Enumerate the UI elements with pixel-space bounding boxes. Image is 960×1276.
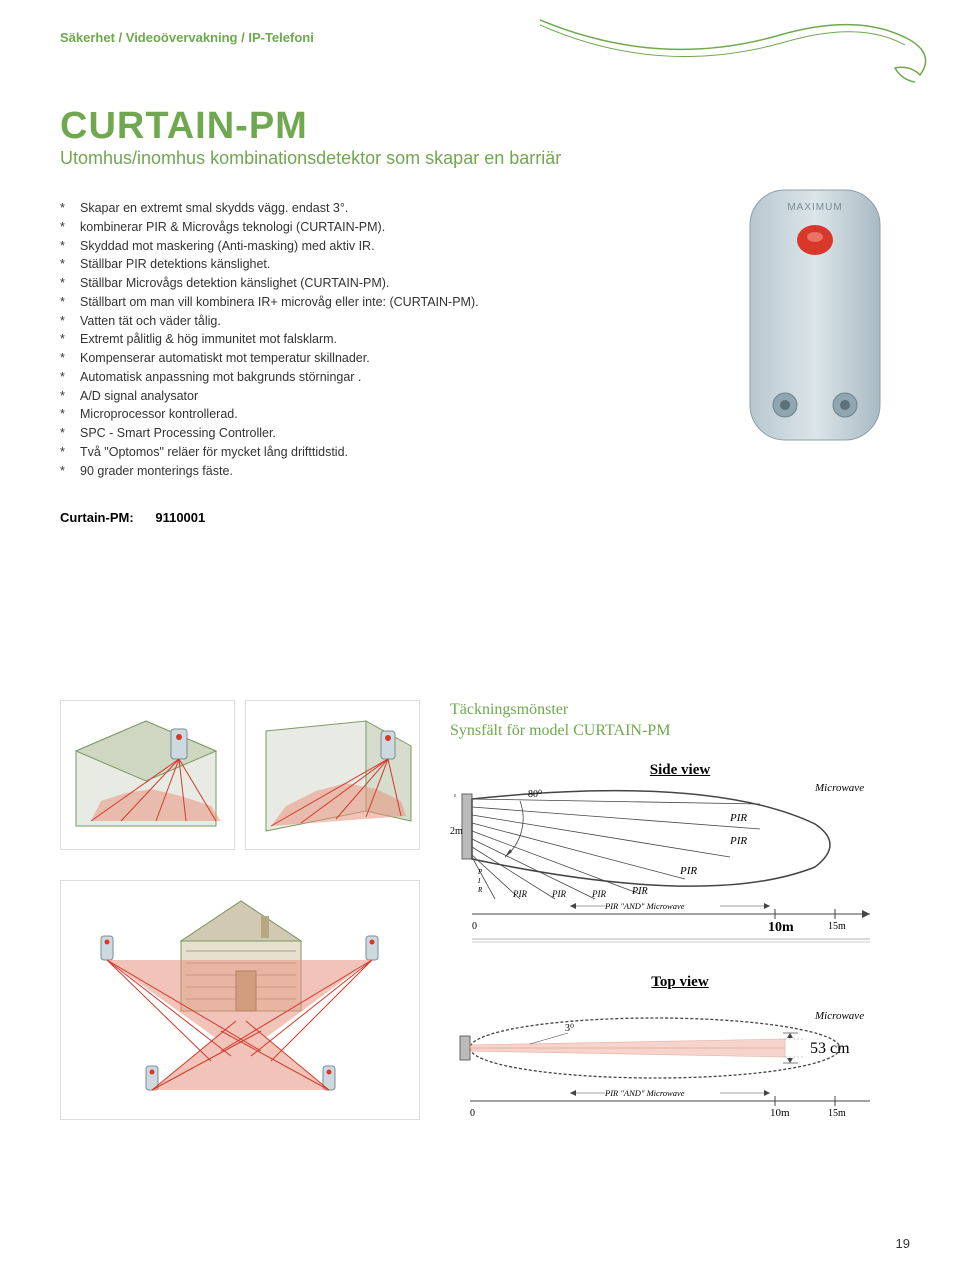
product-subtitle: Utomhus/inomhus kombinationsdetektor som… <box>60 148 910 169</box>
side-view-svg: 2m <box>450 779 890 969</box>
feature-text: SPC - Smart Processing Controller. <box>80 424 276 443</box>
example-wall <box>245 700 420 850</box>
header-swoosh <box>540 0 960 130</box>
coverage-title-2: Synsfält för model CURTAIN-PM <box>450 722 670 739</box>
feature-item: *Kompenserar automatiskt mot temperatur … <box>60 349 660 368</box>
feature-item: *Vatten tät och väder tålig. <box>60 312 660 331</box>
side-view-diagram: Side view 2m <box>450 762 910 974</box>
side-view-label: Side view <box>450 762 910 779</box>
side-pir-5: PIR <box>591 889 606 899</box>
top-dist-0: 0 <box>470 1108 475 1119</box>
side-pir-2: PIR <box>729 835 747 847</box>
side-r: R <box>477 886 483 894</box>
feature-text: Ställbar Microvågs detektion känslighet … <box>80 274 389 293</box>
side-i: I <box>477 877 481 885</box>
coverage-title-1: Täckningsmönster <box>450 701 568 718</box>
feature-text: Automatisk anpassning mot bakgrunds stör… <box>80 368 361 387</box>
example-images-column <box>60 700 420 1125</box>
coverage-title: Täckningsmönster Synsfält för model CURT… <box>450 700 910 742</box>
coverage-diagrams: Täckningsmönster Synsfält för model CURT… <box>450 700 910 1146</box>
feature-text: Vatten tät och väder tålig. <box>80 312 221 331</box>
feature-item: *Två "Optomos" reläer för mycket lång dr… <box>60 443 660 462</box>
product-image: MAXIMUM <box>740 185 890 445</box>
feature-text: Skapar en extremt smal skydds vägg. enda… <box>80 199 348 218</box>
side-dist-15: 15m <box>828 921 846 932</box>
lower-section: Täckningsmönster Synsfält för model CURT… <box>60 700 910 1146</box>
side-microwave: Microwave <box>814 782 864 794</box>
feature-item: *Skyddad mot maskering (Anti-masking) me… <box>60 237 660 256</box>
side-pir-7: PIR <box>512 889 527 899</box>
side-pir-1: PIR <box>729 812 747 824</box>
feature-item: *SPC - Smart Processing Controller. <box>60 424 660 443</box>
feature-text: Microprocessor kontrollerad. <box>80 405 238 424</box>
side-p: P <box>477 868 483 876</box>
side-dist-10: 10m <box>768 920 794 935</box>
side-pir-4: PIR <box>631 886 648 897</box>
top-view-svg: 3⁰ Microwave 53 cm PIR "AND" Microwave <box>450 991 890 1141</box>
top-angle: 3⁰ <box>565 1023 574 1034</box>
example-garage <box>60 700 235 850</box>
feature-item: *Microprocessor kontrollerad. <box>60 405 660 424</box>
feature-text: Två "Optomos" reläer för mycket lång dri… <box>80 443 348 462</box>
page-root: Säkerhet / Videoövervakning / IP-Telefon… <box>0 0 960 1276</box>
svg-text:MAXIMUM: MAXIMUM <box>787 202 842 213</box>
side-dist-0: 0 <box>472 921 477 932</box>
feature-item: *A/D signal analysator <box>60 387 660 406</box>
top-view-label: Top view <box>450 974 910 991</box>
feature-text: Skyddad mot maskering (Anti-masking) med… <box>80 237 375 256</box>
side-height: 2m <box>450 826 463 837</box>
feature-text: 90 grader monterings fäste. <box>80 462 233 481</box>
side-pir-6: PIR <box>551 889 566 899</box>
feature-text: A/D signal analysator <box>80 387 198 406</box>
top-pir-and: PIR "AND" Microwave <box>604 1088 685 1098</box>
feature-item: *Extremt pålitlig & hög immunitet mot fa… <box>60 330 660 349</box>
side-angle: 80⁰ <box>528 789 542 800</box>
feature-list: *Skapar en extremt smal skydds vägg. end… <box>60 199 660 480</box>
side-pir-3: PIR <box>679 865 697 877</box>
part-number: 9110001 <box>155 510 205 525</box>
feature-item: *Automatisk anpassning mot bakgrunds stö… <box>60 368 660 387</box>
feature-item: *90 grader monterings fäste. <box>60 462 660 481</box>
feature-item: *kombinerar PIR & Microvågs teknologi (C… <box>60 218 660 237</box>
top-width: 53 cm <box>810 1040 850 1057</box>
page-number: 19 <box>896 1236 910 1251</box>
part-label: Curtain-PM: <box>60 510 134 525</box>
top-view-diagram: Top view 3⁰ Microwave <box>450 974 910 1146</box>
top-microwave: Microwave <box>814 1010 864 1022</box>
feature-item: *Ställbar Microvågs detektion känslighet… <box>60 274 660 293</box>
top-dist-10: 10m <box>770 1107 790 1119</box>
feature-text: Extremt pålitlig & hög immunitet mot fal… <box>80 330 337 349</box>
feature-item: *Ställbart om man vill kombinera IR+ mic… <box>60 293 660 312</box>
part-number-line: Curtain-PM: 9110001 <box>60 510 910 525</box>
feature-text: Ställbar PIR detektions känslighet. <box>80 255 270 274</box>
feature-text: kombinerar PIR & Microvågs teknologi (CU… <box>80 218 385 237</box>
feature-item: *Ställbar PIR detektions känslighet. <box>60 255 660 274</box>
feature-text: Ställbart om man vill kombinera IR+ micr… <box>80 293 479 312</box>
feature-item: *Skapar en extremt smal skydds vägg. end… <box>60 199 660 218</box>
side-pir-and: PIR "AND" Microwave <box>604 901 685 911</box>
top-dist-15: 15m <box>828 1108 846 1119</box>
example-house-perimeter <box>60 880 420 1120</box>
feature-text: Kompenserar automatiskt mot temperatur s… <box>80 349 370 368</box>
